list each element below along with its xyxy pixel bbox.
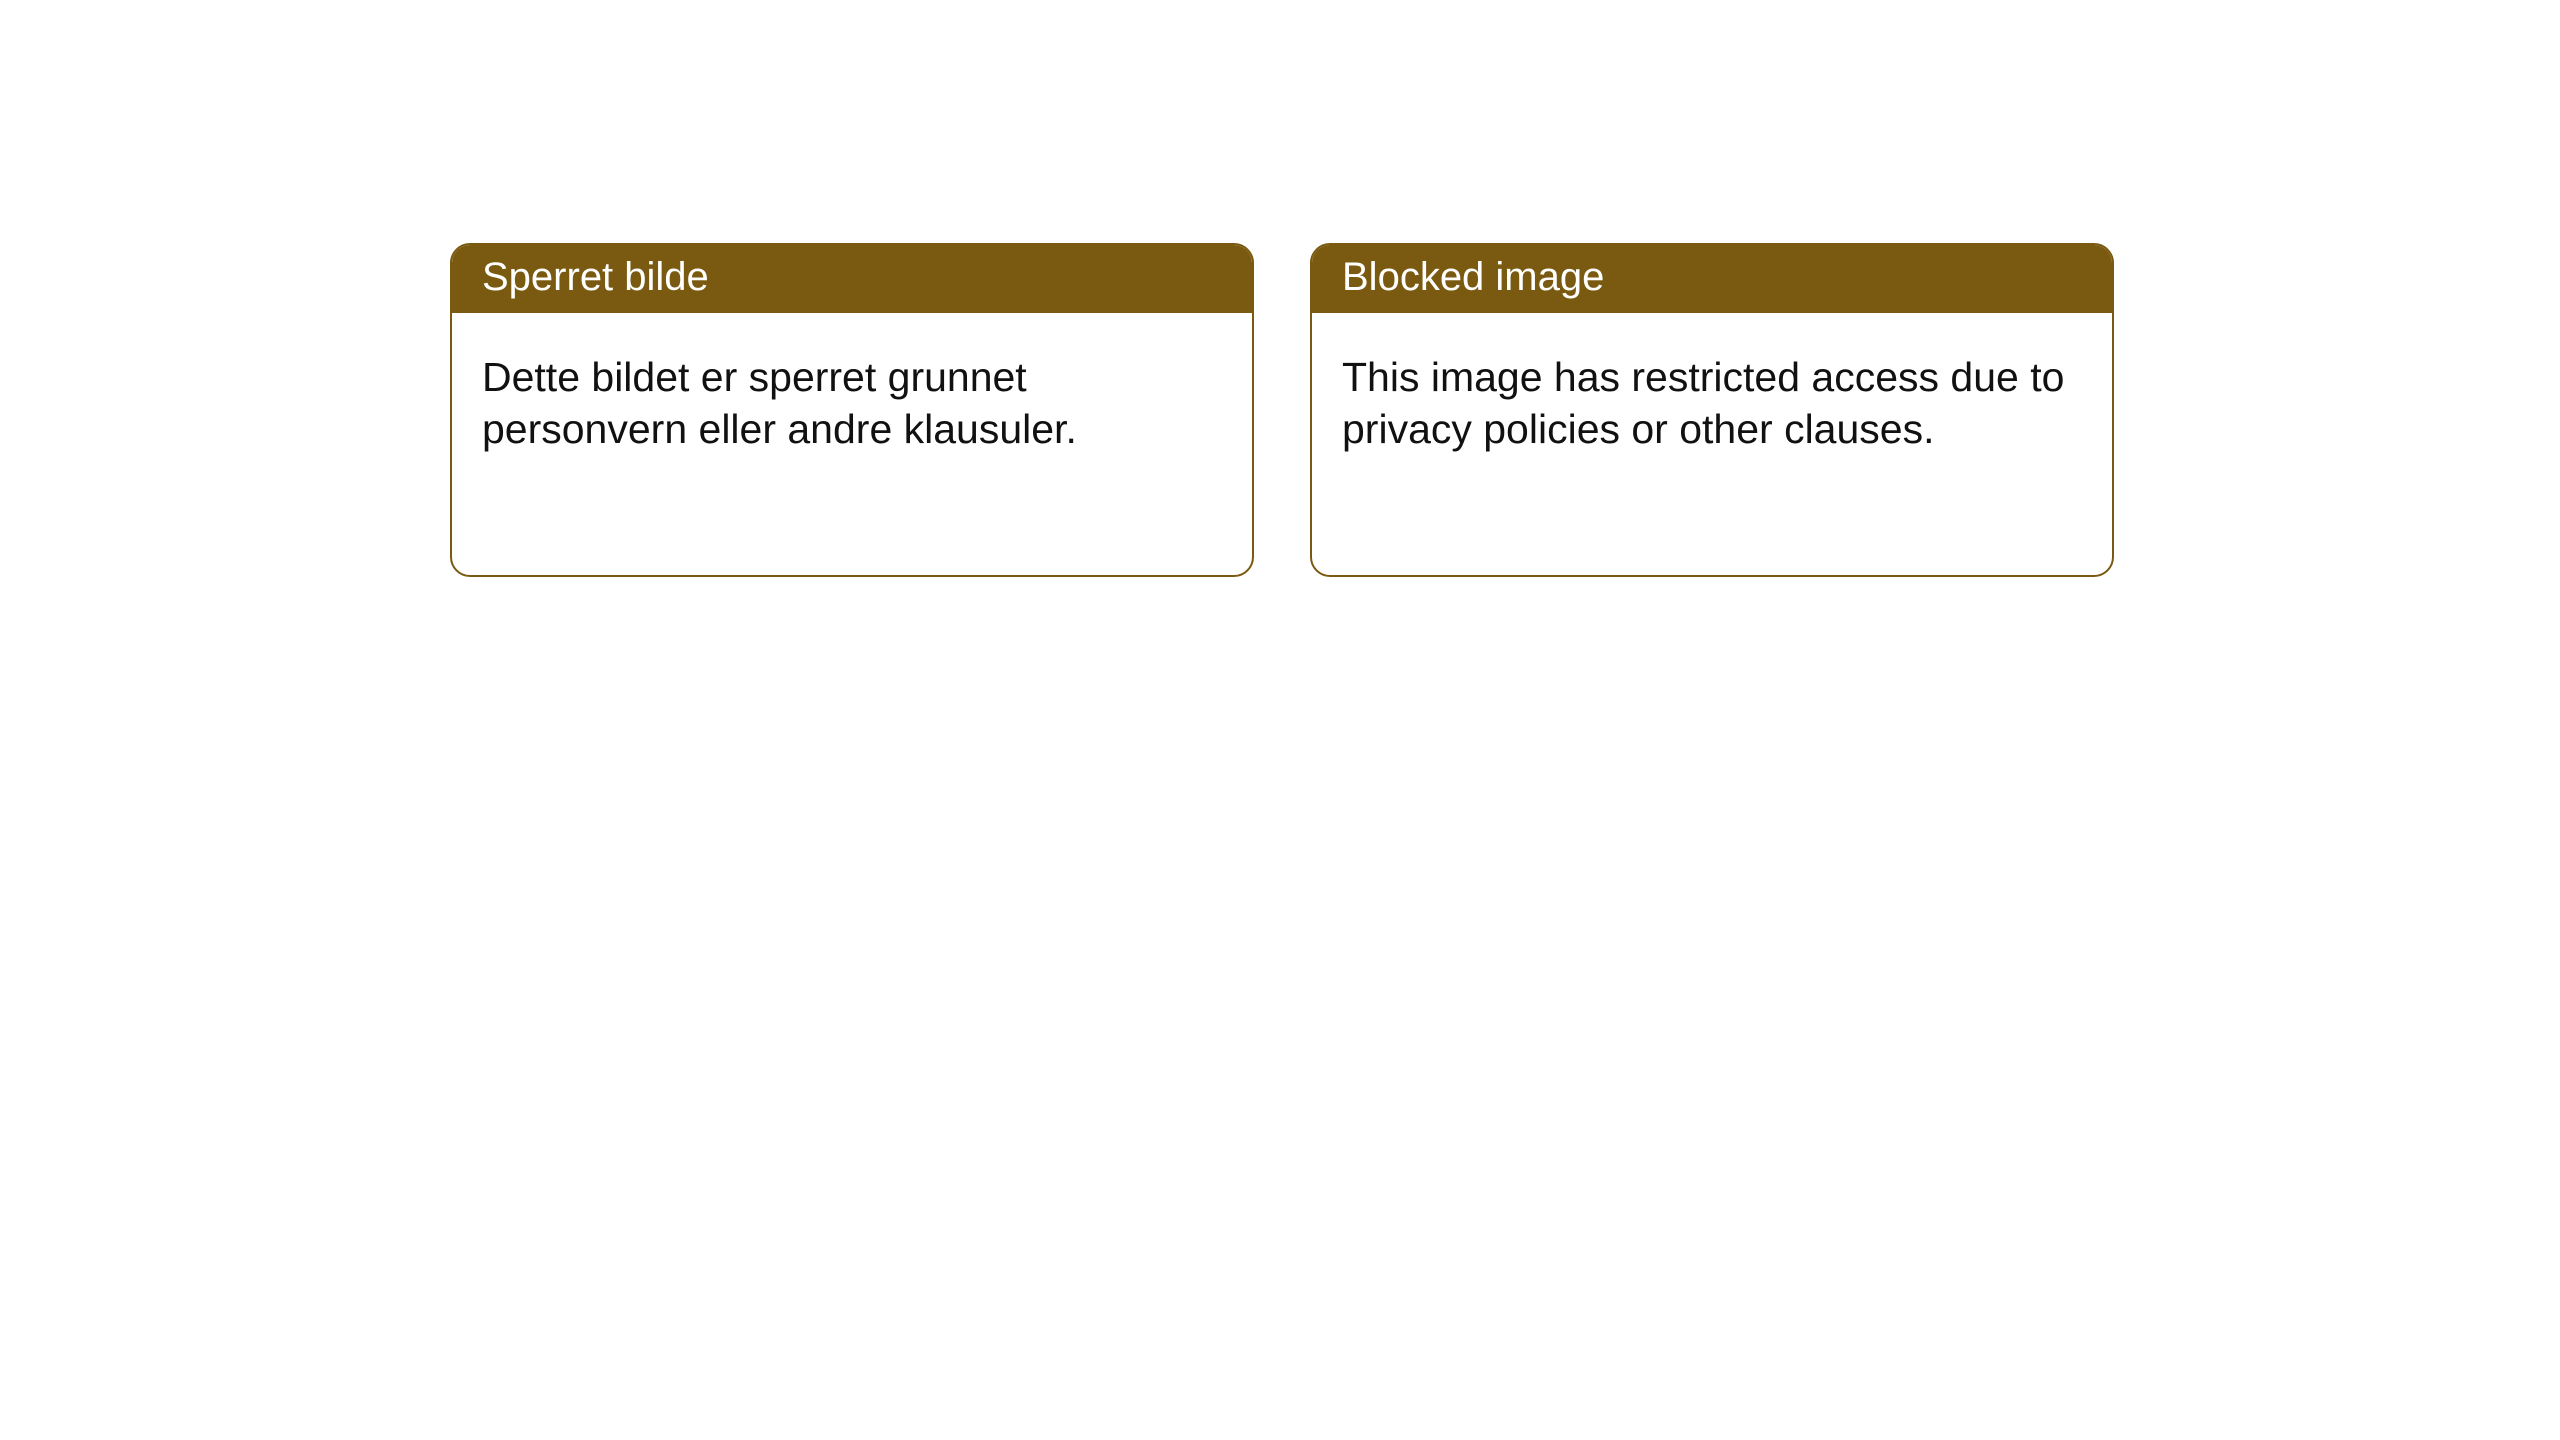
notice-card-body: Dette bildet er sperret grunnet personve… — [452, 313, 1252, 486]
notice-card-english: Blocked image This image has restricted … — [1310, 243, 2114, 577]
notice-card-title: Sperret bilde — [452, 245, 1252, 313]
notice-card-norwegian: Sperret bilde Dette bildet er sperret gr… — [450, 243, 1254, 577]
notice-cards-container: Sperret bilde Dette bildet er sperret gr… — [450, 243, 2560, 577]
notice-card-body: This image has restricted access due to … — [1312, 313, 2112, 486]
notice-card-title: Blocked image — [1312, 245, 2112, 313]
